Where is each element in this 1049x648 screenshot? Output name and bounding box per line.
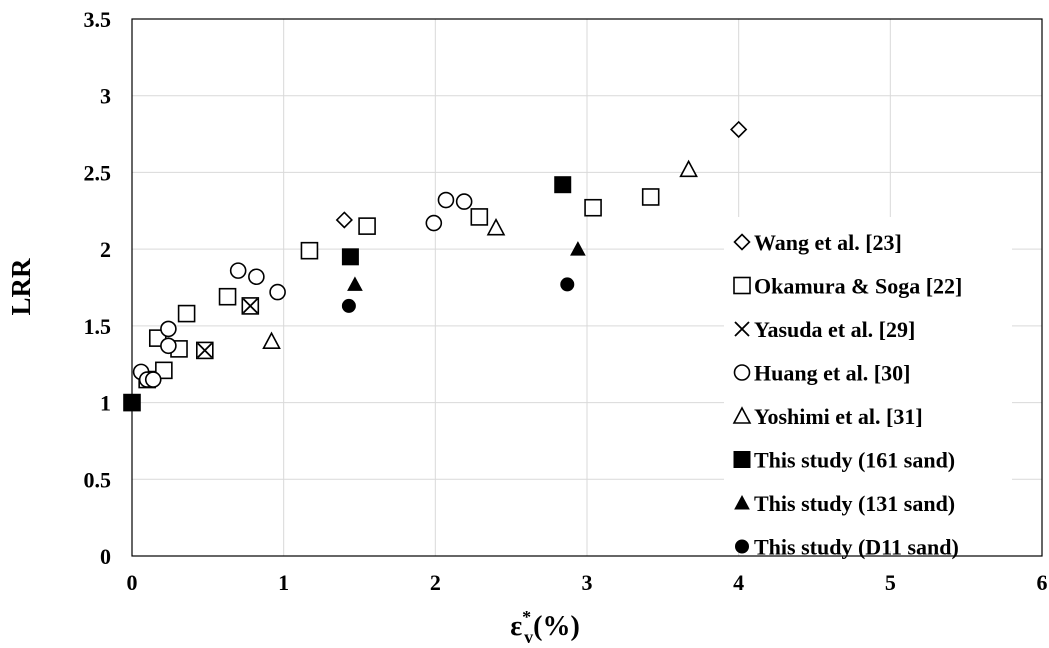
data-point <box>229 262 247 279</box>
y-tick-label: 0 <box>100 544 111 569</box>
y-tick-label: 1.5 <box>84 314 112 339</box>
data-point <box>177 304 196 323</box>
legend-label: Huang et al. [30] <box>754 361 910 386</box>
legend-item: Huang et al. [30] <box>733 361 910 386</box>
legend-marker <box>734 494 750 510</box>
legend-item: Wang et al. [23] <box>733 230 902 255</box>
data-point <box>300 241 319 260</box>
data-point <box>155 361 173 380</box>
series-circle-filled <box>341 277 575 313</box>
y-axis-label: LRR <box>6 258 36 316</box>
data-point <box>486 217 506 236</box>
y-tick-label: 0.5 <box>84 467 112 492</box>
x-axis-label: ε* v(%) <box>510 607 580 647</box>
legend-label: This study (D11 sand) <box>754 535 959 560</box>
x-axis-label-subscript: v <box>524 627 533 647</box>
x-tick-label: 4 <box>733 570 744 595</box>
series-x <box>197 298 258 359</box>
data-point <box>123 394 141 412</box>
legend-label: Yoshimi et al. [31] <box>754 404 923 429</box>
data-point <box>160 320 177 338</box>
data-point <box>554 176 572 194</box>
legend-background <box>724 217 1012 551</box>
y-tick-label: 1 <box>100 391 111 416</box>
data-point <box>425 214 443 232</box>
x-axis-label-symbol: ε <box>510 611 522 642</box>
x-tick-label: 3 <box>582 570 593 595</box>
legend-label: This study (161 sand) <box>754 448 955 473</box>
data-point <box>641 188 660 206</box>
legend-item: Yoshimi et al. [31] <box>732 404 923 429</box>
legend-item: Yasuda et al. [29] <box>734 317 915 342</box>
x-tick-label: 5 <box>885 570 896 595</box>
legend-label: Yasuda et al. [29] <box>754 317 915 342</box>
y-tick-label: 2.5 <box>84 160 112 185</box>
data-point <box>341 298 356 313</box>
legend-item: Okamura & Soga [22] <box>733 274 962 299</box>
series-square-open <box>123 188 660 412</box>
legend-label: Okamura & Soga [22] <box>754 274 962 299</box>
legend-item: This study (161 sand) <box>733 448 955 473</box>
data-point <box>218 287 237 306</box>
data-point <box>358 217 376 235</box>
data-point <box>335 211 353 229</box>
x-tick-label: 0 <box>127 570 138 595</box>
legend-marker <box>733 233 751 251</box>
data-point <box>262 331 281 350</box>
data-point <box>560 277 575 292</box>
series-triangle-open <box>262 159 698 350</box>
data-point <box>341 248 359 266</box>
data-point <box>730 120 748 139</box>
x-tick-label: 6 <box>1037 570 1048 595</box>
series-square-filled <box>123 176 572 412</box>
data-point <box>248 268 265 286</box>
series-triangle-filled <box>347 241 586 291</box>
legend-marker <box>733 276 751 295</box>
legend-marker <box>732 406 752 424</box>
data-point <box>570 241 586 256</box>
x-axis-label-superscript: * <box>522 607 531 627</box>
x-axis-label-unit: (%) <box>533 611 580 642</box>
legend-marker <box>735 539 749 554</box>
legend-marker <box>733 451 751 468</box>
x-tick-label: 2 <box>430 570 441 595</box>
data-point <box>584 198 602 217</box>
legend-item: This study (131 sand) <box>734 491 955 516</box>
legend-label: Wang et al. [23] <box>754 230 902 255</box>
y-tick-labels: 0 0.5 1 1.5 2 2.5 3 3.5 <box>84 7 112 569</box>
x-tick-label: 1 <box>278 570 289 595</box>
legend-marker <box>734 321 750 337</box>
data-point <box>144 371 162 388</box>
x-tick-labels: 0 1 2 3 4 5 6 <box>127 570 1048 595</box>
y-tick-label: 3.5 <box>84 7 112 32</box>
data-point <box>455 193 473 210</box>
data-point <box>197 342 213 359</box>
plot-frame <box>131 18 1043 557</box>
data-point <box>679 159 698 178</box>
data-points <box>123 120 748 412</box>
y-tick-label: 3 <box>100 84 111 109</box>
data-point <box>347 276 363 291</box>
data-point <box>269 283 286 301</box>
legend-item: This study (D11 sand) <box>735 535 959 560</box>
legend-label: This study (131 sand) <box>754 491 955 516</box>
series-diamond-open <box>335 120 748 229</box>
y-tick-label: 2 <box>100 237 111 262</box>
data-point <box>242 298 258 314</box>
data-point <box>160 337 177 355</box>
data-point <box>470 208 489 226</box>
series-circle-open <box>132 191 473 388</box>
data-point <box>437 191 455 209</box>
legend: Wang et al. [23] Okamura & Soga [22] Yasud… <box>724 217 1012 560</box>
legend-marker <box>733 364 751 381</box>
